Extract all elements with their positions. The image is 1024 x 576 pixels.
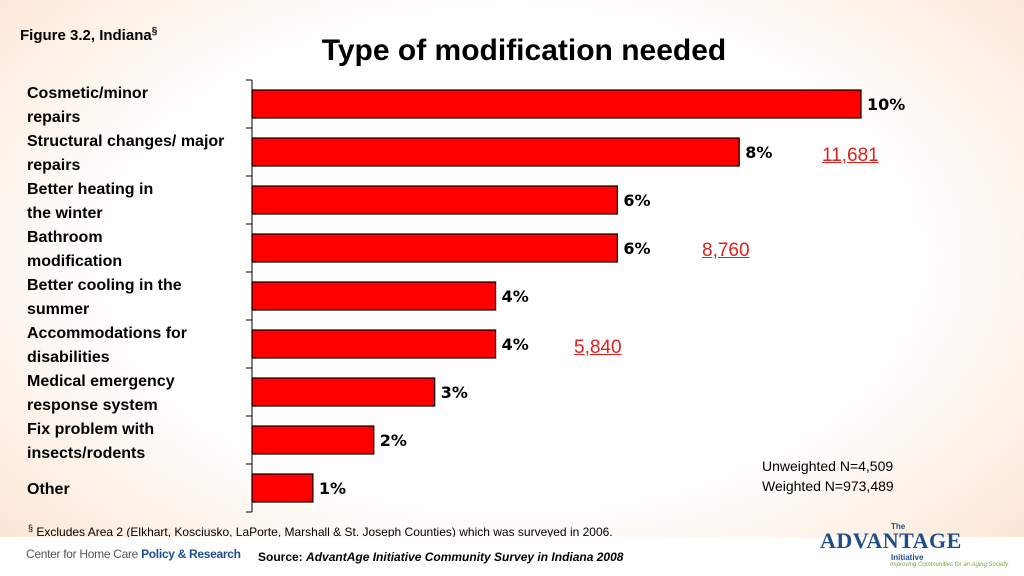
annotation-count-1: 11,681 bbox=[822, 145, 879, 166]
bar bbox=[251, 233, 618, 263]
bar-value-label: 4% bbox=[502, 335, 529, 354]
category-label: Better heating in the winter bbox=[27, 181, 153, 222]
category-label: Better cooling in the summer bbox=[27, 277, 182, 318]
figure-label: Figure 3.2, Indiana§ bbox=[20, 26, 158, 44]
bar-value-label: 3% bbox=[441, 383, 468, 402]
bar-value-label: 8% bbox=[745, 143, 772, 162]
bar-value-label: 6% bbox=[623, 239, 650, 258]
bar-value-label: 2% bbox=[380, 431, 407, 450]
source-line: Source: AdvantAge Initiative Community S… bbox=[258, 550, 624, 564]
bar-value-label: 10% bbox=[867, 95, 905, 114]
bar bbox=[251, 281, 497, 311]
category-label: Fix problem with insects/rodents bbox=[27, 421, 154, 462]
bar-value-label: 6% bbox=[623, 191, 650, 210]
chcp-logo: Center for Home Care Policy & Research bbox=[26, 547, 241, 561]
bar bbox=[251, 425, 375, 455]
bar-value-label: 4% bbox=[502, 287, 529, 306]
bar bbox=[251, 185, 618, 215]
bar bbox=[251, 137, 740, 167]
category-label: Structural changes/ major repairs bbox=[27, 133, 224, 174]
footnote: § Excludes Area 2 (Elkhart, Kosciusko, L… bbox=[28, 523, 613, 539]
category-label: Other bbox=[27, 481, 70, 498]
category-label: Accommodations for disabilities bbox=[27, 325, 187, 366]
category-label: Bathroom modification bbox=[27, 229, 122, 270]
bar bbox=[251, 473, 314, 503]
annotation-count-3: 5,840 bbox=[574, 337, 622, 358]
sample-size: Unweighted N=4,509 Weighted N=973,489 bbox=[762, 456, 894, 496]
bar bbox=[251, 329, 497, 359]
annotation-count-2: 8,760 bbox=[702, 240, 750, 261]
chart-title: Type of modification needed bbox=[321, 34, 727, 67]
bar-value-label: 1% bbox=[319, 479, 346, 498]
advantage-logo: The ADVANTAGE Initiative Improving Commu… bbox=[820, 522, 1009, 568]
footer-band bbox=[0, 537, 1024, 576]
bar bbox=[251, 89, 862, 119]
category-label: Cosmetic/minor repairs bbox=[27, 85, 148, 126]
unweighted-n: Unweighted N=4,509 bbox=[762, 458, 894, 474]
category-label: Medical emergency response system bbox=[27, 373, 175, 414]
bar bbox=[251, 377, 436, 407]
weighted-n: Weighted N=973,489 bbox=[762, 478, 894, 494]
